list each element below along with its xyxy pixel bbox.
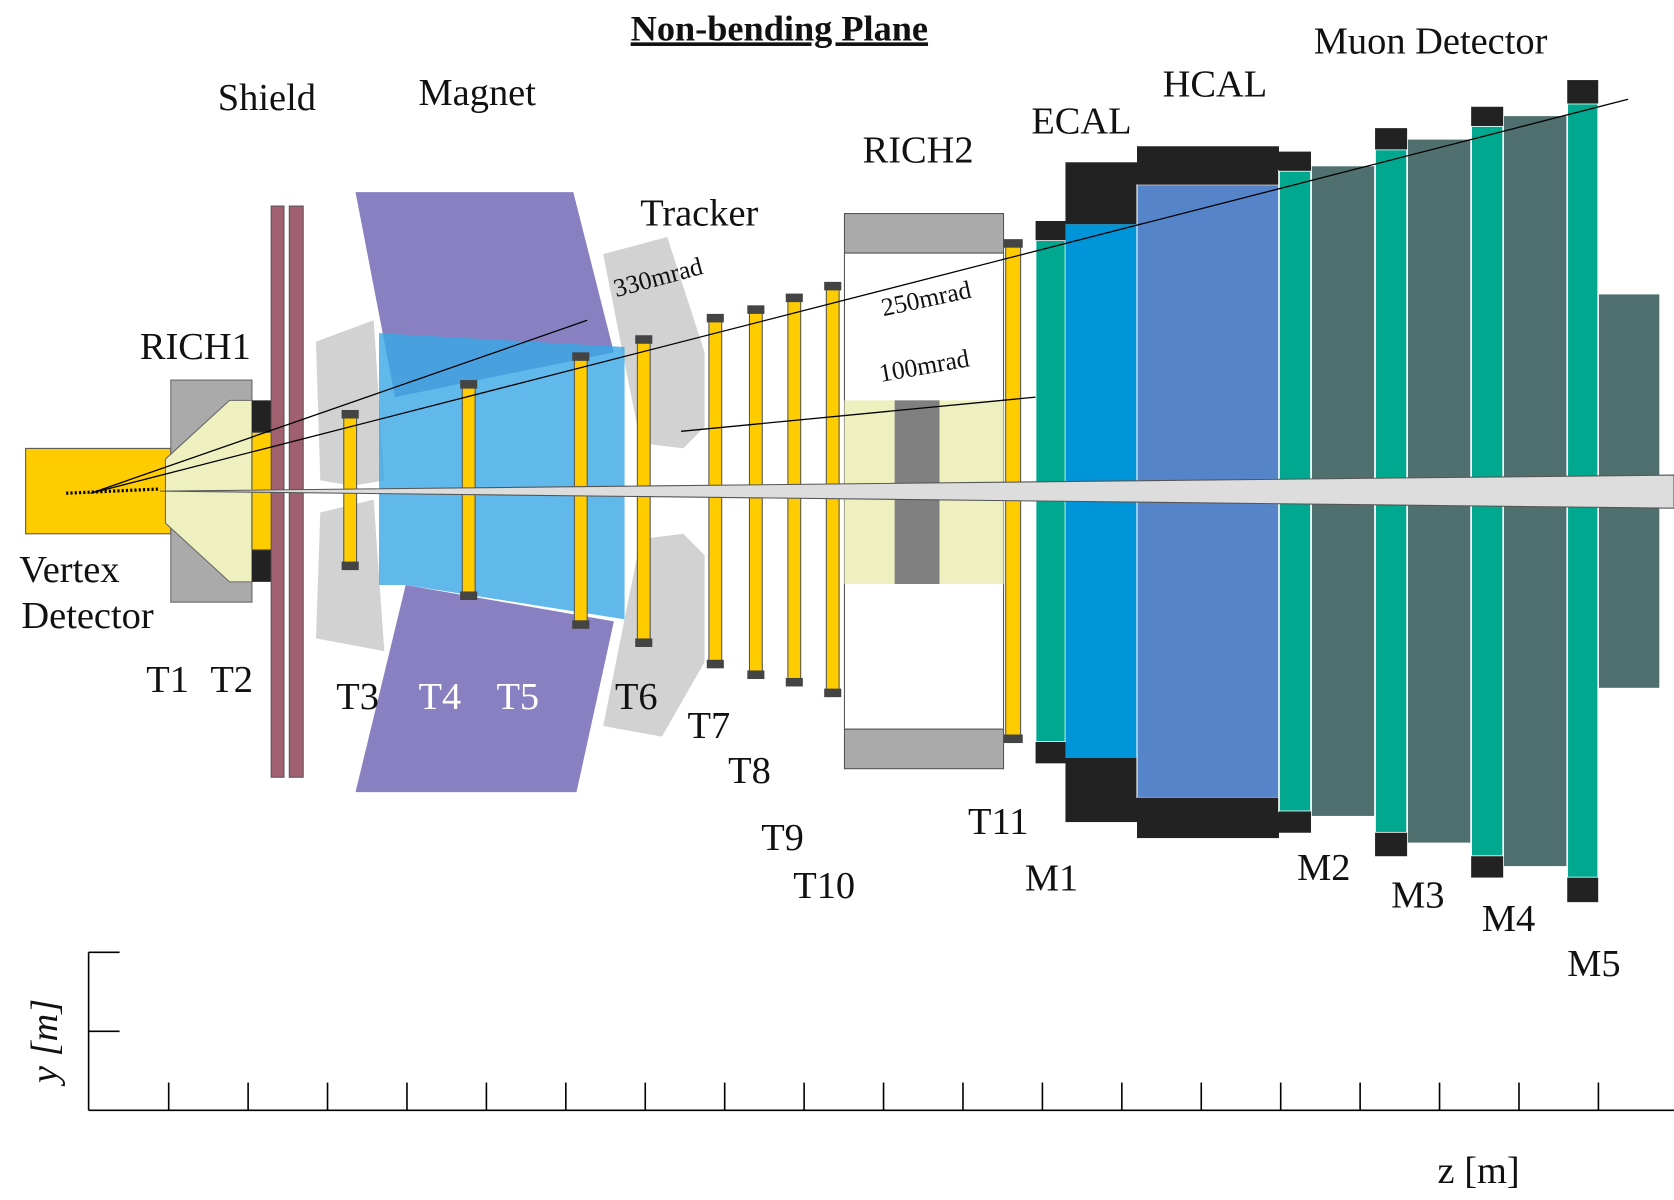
station-label: T6 (615, 676, 658, 718)
station-cap (1003, 734, 1023, 744)
station-label: T1 (146, 659, 189, 701)
axis-label: z [m] (1438, 1150, 1520, 1192)
label: HCAL (1163, 63, 1268, 105)
station-cap (824, 281, 842, 291)
station-label: T11 (968, 801, 1028, 843)
block (1278, 151, 1312, 171)
label: ECAL (1031, 101, 1131, 143)
label: Detector (21, 595, 153, 637)
tracker-region (378, 333, 625, 620)
magnet-lower (355, 585, 614, 793)
block (1136, 146, 1279, 185)
station-label: M3 (1391, 875, 1444, 917)
label: Tracker (640, 193, 758, 235)
title: Non-bending Plane (631, 8, 928, 48)
label: Vertex (19, 549, 119, 591)
station-cap (460, 380, 478, 389)
station-cap (785, 677, 803, 687)
station-cap (747, 670, 765, 680)
vertex-strips (66, 487, 161, 495)
label: Muon Detector (1314, 21, 1548, 63)
station-cap (824, 688, 842, 698)
station-label: T3 (336, 676, 379, 718)
station-label: M4 (1482, 898, 1535, 940)
station-cap (635, 335, 653, 344)
station-label: T2 (210, 659, 253, 701)
station-label: T4 (419, 676, 462, 718)
station-cap (706, 313, 724, 323)
axis-label: y [m] (24, 999, 66, 1087)
station-cap (572, 352, 590, 361)
station-label: T5 (496, 676, 539, 718)
block (1278, 811, 1312, 833)
station-cap (341, 409, 359, 419)
block (1471, 856, 1504, 878)
block (1375, 128, 1408, 150)
label: RICH2 (863, 130, 974, 172)
station-cap (706, 659, 724, 669)
rich2-bottom (843, 728, 1005, 770)
detector (25, 80, 1674, 903)
station-label: T7 (688, 705, 731, 747)
rich2-top (843, 212, 1005, 254)
block (1375, 832, 1408, 857)
station-cap (1003, 239, 1023, 248)
station-label: M1 (1025, 858, 1078, 900)
station-cap (460, 591, 478, 600)
label: Shield (218, 77, 316, 119)
block (1035, 741, 1066, 764)
station-cap (341, 561, 359, 571)
station-label: M5 (1567, 943, 1620, 985)
station-cap (747, 305, 765, 314)
tracker-shield (603, 533, 705, 737)
block (251, 549, 274, 582)
block (1567, 877, 1599, 903)
beam-pipe (160, 474, 1674, 509)
block (1065, 758, 1137, 823)
axes (87, 951, 1674, 1112)
label: Magnet (419, 72, 537, 114)
acceptance-line (90, 98, 1629, 494)
tracker-shield (316, 499, 385, 652)
block (1035, 221, 1066, 241)
station-cap (635, 638, 653, 647)
block (1567, 80, 1599, 104)
label: RICH1 (140, 326, 251, 368)
station-label: M2 (1297, 847, 1350, 889)
tracker-shield (603, 237, 705, 449)
acceptance-line (681, 396, 1036, 432)
station-cap (785, 293, 803, 303)
block (1136, 797, 1279, 839)
station-cap (572, 620, 590, 629)
block (1065, 162, 1137, 225)
block (1471, 106, 1504, 126)
acceptance-line (90, 319, 588, 494)
block (251, 400, 274, 433)
station-label: T10 (793, 865, 855, 907)
station-label: T8 (728, 750, 771, 792)
station-label: T9 (761, 817, 804, 859)
